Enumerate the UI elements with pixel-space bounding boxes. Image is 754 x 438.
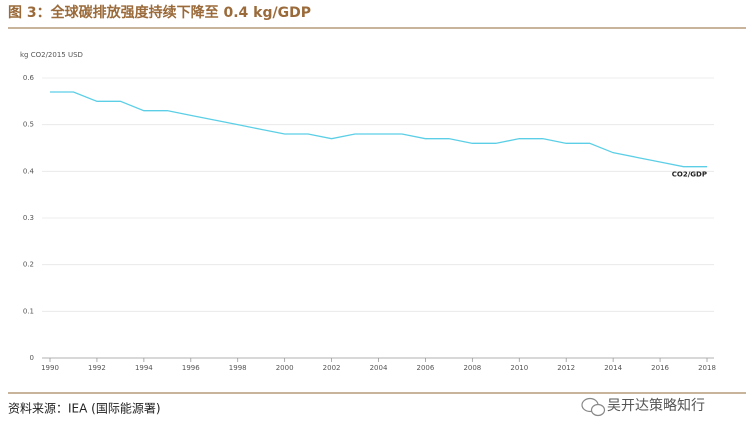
x-tick-label: 2018 [698,364,716,372]
x-tick-label: 2006 [417,364,435,372]
y-tick-label: 0.3 [23,214,34,222]
x-tick-label: 1994 [135,364,153,372]
line [50,91,707,168]
x-tick-label: 2014 [604,364,622,372]
watermark-icon [581,397,606,417]
x-tick-label: 2012 [557,364,575,372]
x-tick-label: 2002 [323,364,341,372]
x-tick-label: 2000 [276,364,294,372]
source: 资料来源：IEA (国际能源署) [8,402,161,416]
series-label: CO2/GDP [672,171,707,179]
y-tick-label: 0.6 [23,74,35,82]
y-tick-label: 0.4 [23,167,35,175]
y-tick-label: 0 [30,354,34,362]
x-tick-label: 2004 [370,364,388,372]
x-tick-label: 2016 [651,364,669,372]
x-tick-label: 2010 [510,364,528,372]
x-tick-label: 1996 [182,364,200,372]
x-tick-label: 2008 [463,364,481,372]
y-tick-label: 0.5 [23,121,34,129]
x-tick-label: 1992 [88,364,106,372]
x-tick-label: 1990 [41,364,59,372]
watermark: 吴开达策略知行 [607,397,705,414]
y-tick-label: 0.2 [23,261,34,269]
x-tick-label: 1998 [229,364,247,372]
y-axis-label: kg CO2/2015 USD [20,51,83,59]
y-tick-label: 0.1 [23,307,34,315]
chart-title: 图 3：全球碳排放强度持续下降至 0.4 kg/GDP [8,4,311,21]
